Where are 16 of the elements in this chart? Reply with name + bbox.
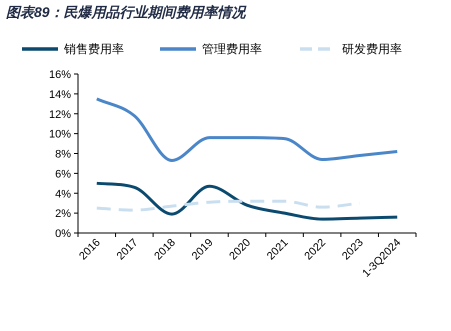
y-tick-label: 2%	[55, 208, 72, 220]
y-tick-label: 4%	[55, 188, 72, 200]
y-tick-label: 14%	[48, 88, 72, 101]
line-series	[95, 97, 399, 162]
y-tick-label: 8%	[55, 148, 72, 160]
legend-label: 销售费用率	[63, 42, 124, 56]
legend-label: 管理费用率	[202, 42, 262, 56]
line-series	[95, 200, 362, 212]
chart-title: 图表89：民爆用品行业期间费用率情况	[6, 4, 248, 20]
y-tick-label: 0%	[55, 228, 72, 240]
y-tick-label: 12%	[48, 108, 72, 121]
y-tick-label: 16%	[48, 69, 72, 81]
line-series	[95, 182, 399, 221]
legend-label: 研发费用率	[342, 42, 402, 56]
y-tick-label: 6%	[55, 168, 72, 180]
y-tick-label: 10%	[48, 128, 72, 141]
